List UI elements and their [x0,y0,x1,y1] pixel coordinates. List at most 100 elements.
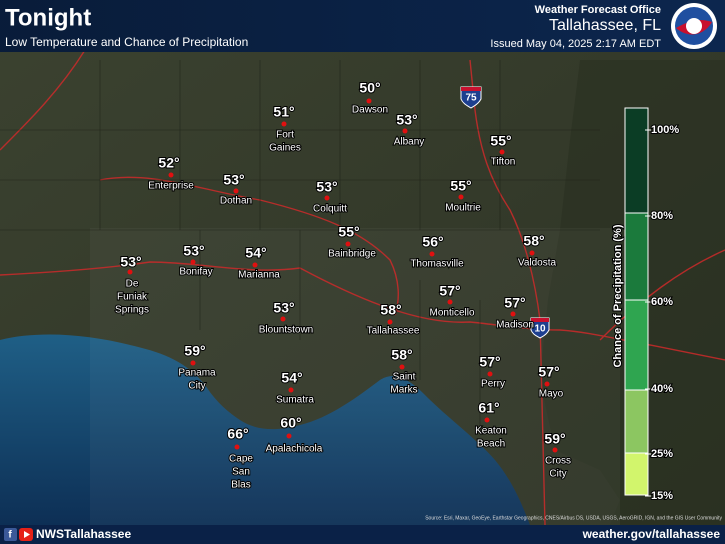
city-name: Tifton [491,157,516,168]
city: 57° Mayo [537,363,564,401]
city: 55° Tifton [489,132,516,169]
city-dot [324,195,330,201]
city: 55° Moultrie [444,177,482,215]
city-name: Cape [229,454,253,465]
city-temp: 60° [280,415,301,431]
city-name: Albany [394,137,425,148]
office: Weather Forecast Office [535,4,661,16]
legend-tick-label: 80% [651,210,673,222]
source: Source: Esri, Maxar, GeoEye, Earthstar G… [425,515,722,521]
city-dot [366,98,372,104]
shield-label: 75 [465,93,477,104]
city: 66° Cape San Blas [226,425,254,492]
city-dot [127,269,133,275]
shield-10: 10 [530,317,550,339]
city: 58° Tallahassee [366,301,421,338]
legend-tick-label: 25% [651,448,673,460]
city: 61° Keaton Beach [474,399,508,451]
city: 53° Blountstown [258,299,314,337]
facebook-icon [4,528,17,541]
city-dot [252,262,258,268]
city-name: Madison [496,320,534,331]
facebook-glyph: f [8,530,12,541]
city-temp: 52° [158,155,179,171]
city-temp: 57° [504,295,525,311]
city-temp: 55° [450,178,471,194]
city: 55° Bainbridge [327,223,377,261]
city: 59° Cross City [543,430,572,481]
city-temp: 57° [439,283,460,299]
city-name: Saint [393,372,416,383]
social-handle: NWSTallahassee [36,527,131,541]
city-name: De [126,279,139,290]
city-name: Panama [178,368,216,379]
city-name: Funiak [117,292,148,303]
city-temp: 53° [273,300,294,316]
city: 60° Apalachicola [265,414,324,456]
city-temp: 53° [316,179,337,195]
city-dot [190,360,196,366]
city: 58° Saint Marks [389,346,418,397]
city-temp: 58° [523,233,544,249]
city-dot [281,121,287,127]
city-dot [402,128,408,134]
city-name: Blountstown [259,325,313,336]
city-dot [499,149,505,155]
city: 51° Fort Gaines [268,103,302,155]
issued: Issued May 04, 2025 2:17 AM EDT [490,38,661,50]
city-name: Dothan [220,196,252,207]
city-dot [544,381,550,387]
city-dot [447,299,453,305]
city-name: Springs [115,305,149,316]
city-name: Tallahassee [367,326,420,337]
city-temp: 61° [478,400,499,416]
city: 50° Dawson [351,79,389,117]
city-temp: 58° [380,302,401,318]
city-temp: 56° [422,234,443,250]
city-name: San [232,467,250,478]
city: 58° Valdosta [517,232,558,270]
city-dot [288,387,294,393]
city-name: Beach [477,439,505,450]
city-temp: 54° [281,370,302,386]
gulf [0,334,530,525]
city: 57° Madison [495,294,535,332]
legend-band [624,107,649,214]
city: 53° Colquitt [312,178,348,216]
legend-band [624,389,649,454]
city-temp: 53° [396,112,417,128]
city: 52° Enterprise [147,154,195,193]
city-name: City [549,469,566,480]
city-dot [510,311,516,317]
city-name: Valdosta [518,258,557,269]
legend-tick-label: 15% [651,490,673,502]
city-dot [487,371,493,377]
location: Tallahassee, FL [549,17,661,34]
city-temp: 51° [273,104,294,120]
city-dot [552,447,558,453]
city-temp: 59° [544,431,565,447]
city-dot [234,444,240,450]
city-dot [387,319,393,325]
city-name: Apalachicola [266,444,323,455]
city-temp: 53° [120,254,141,270]
city: 57° Perry [478,353,506,391]
city-temp: 53° [223,172,244,188]
city-dot [429,251,435,257]
city-name: Bainbridge [328,249,376,260]
city-dot [458,194,464,200]
legend-tick-label: 100% [651,124,679,136]
legend-band [624,299,649,391]
city-name: Mayo [539,389,564,400]
roads [0,49,725,526]
legend-tick-label: 60% [651,296,673,308]
legend-tick-label: 40% [651,383,673,395]
city-dot [484,417,490,423]
city-name: Perry [481,379,505,390]
city-name: Dawson [352,105,388,116]
city: 59° Panama City [177,342,217,393]
city-name: Cross [545,456,571,467]
city-name: Gaines [269,143,301,154]
city-dot [529,250,535,256]
